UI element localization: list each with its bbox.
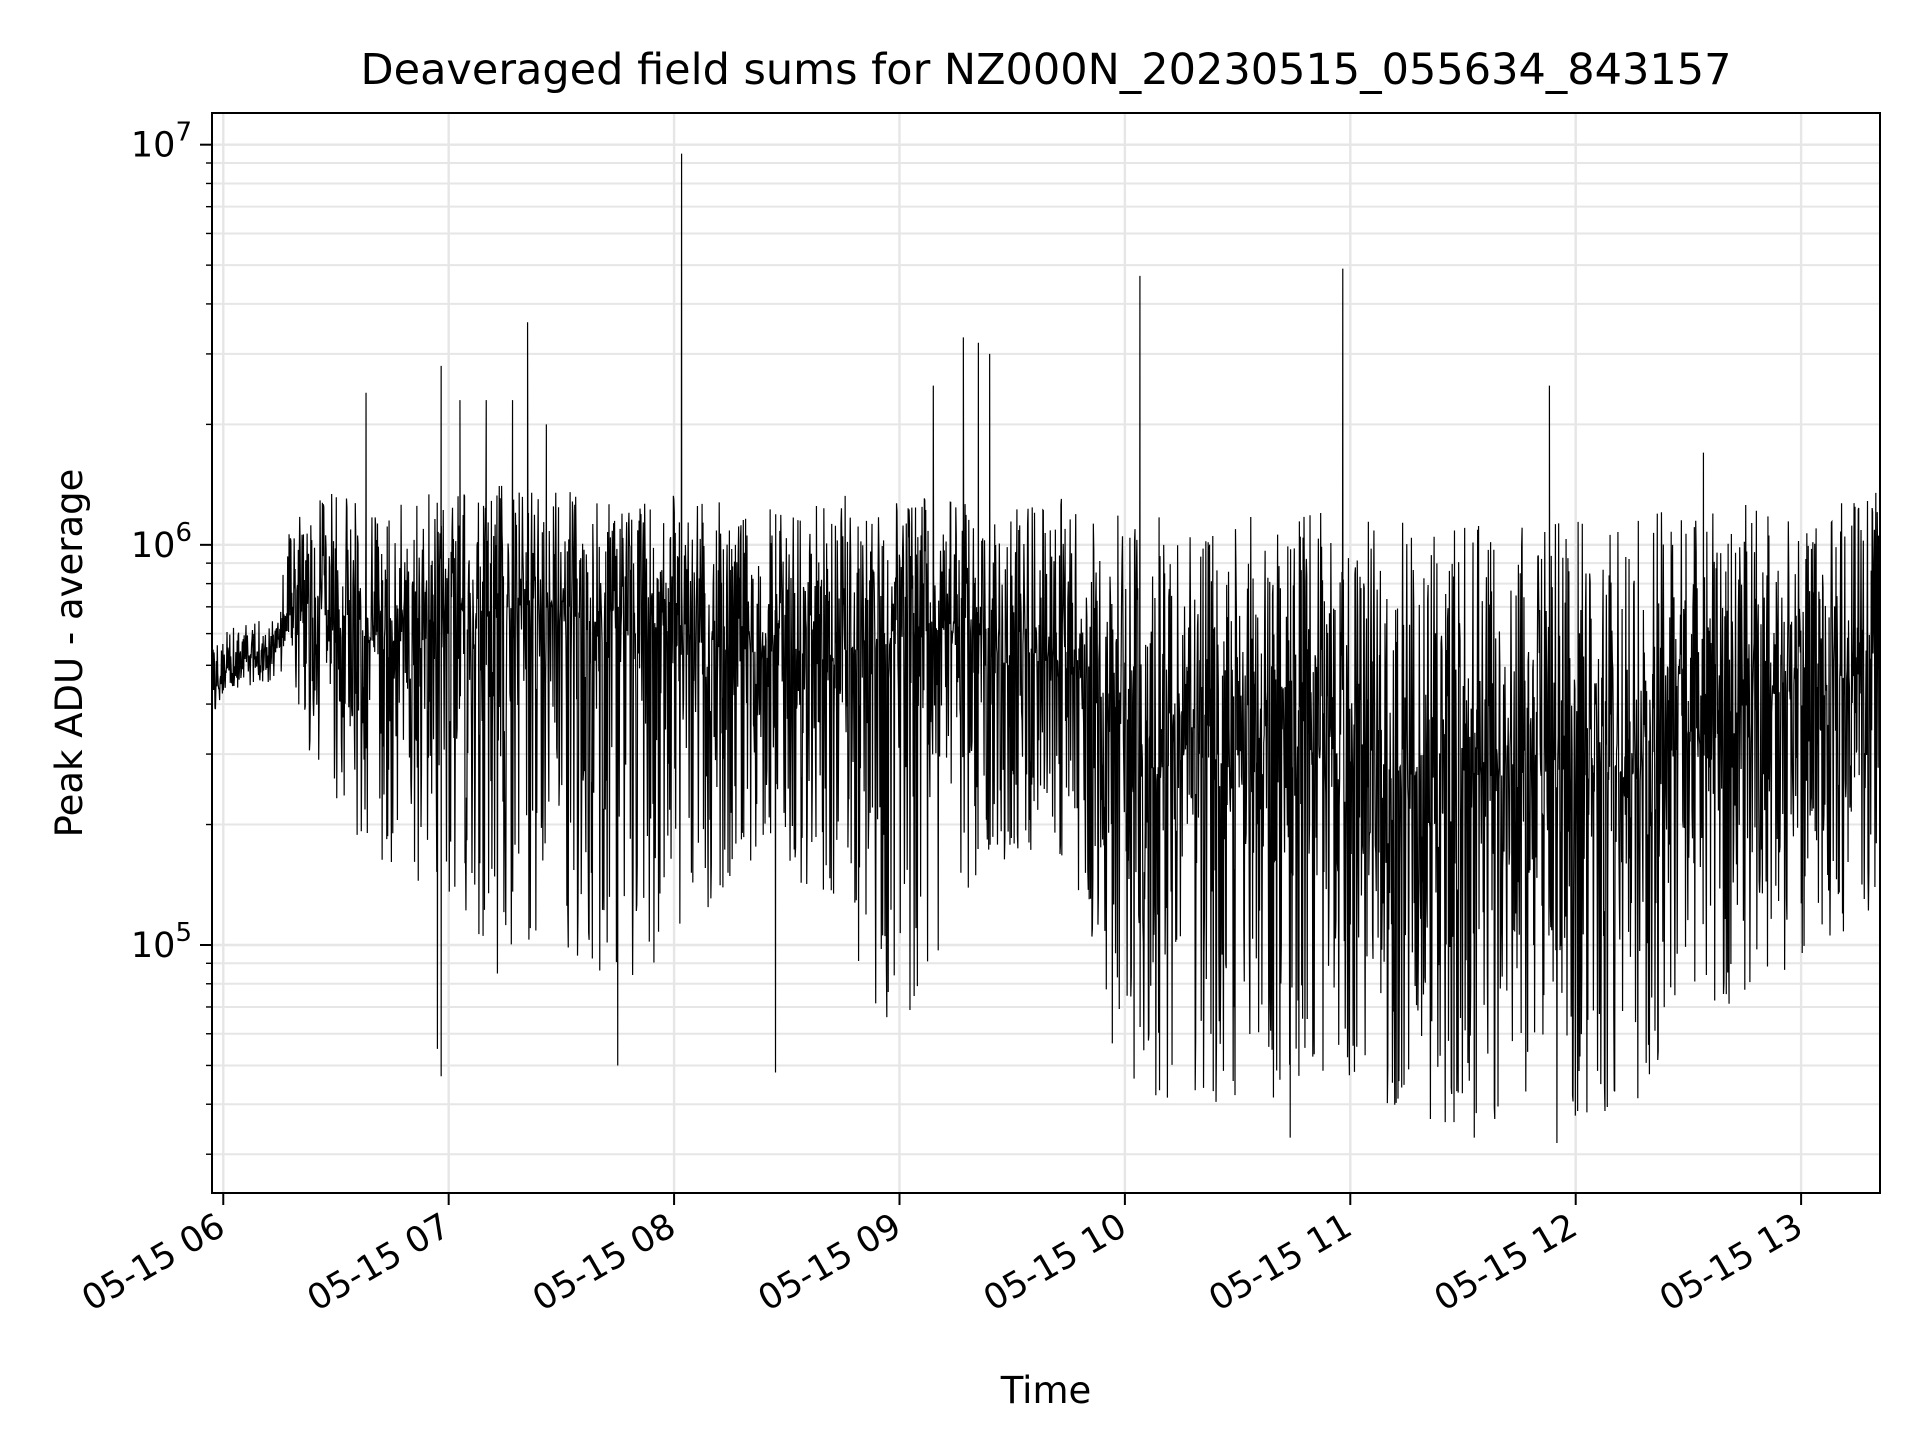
data-series [212, 153, 1881, 1144]
x-axis-label: Time [1000, 1369, 1092, 1412]
plot-frame [211, 112, 1881, 1194]
y-axis-label: Peak ADU - average [48, 469, 91, 838]
x-tick-label: 05-15 08 [526, 1206, 682, 1319]
y-tick-label: 106 [131, 518, 192, 566]
y-tick-label: 105 [131, 918, 192, 966]
chart-title: Deaveraged field sums for NZ000N_2023051… [361, 45, 1732, 95]
x-tick-label: 05-15 13 [1653, 1206, 1809, 1319]
y-tick-label: 107 [131, 118, 192, 166]
x-tick-label: 05-15 11 [1203, 1206, 1359, 1319]
x-tick-label: 05-15 10 [977, 1206, 1133, 1319]
x-tick-label: 05-15 06 [75, 1206, 231, 1319]
series-line [212, 153, 1881, 1144]
x-tick-label: 05-15 07 [301, 1206, 457, 1319]
x-tick-label: 05-15 12 [1428, 1206, 1584, 1319]
x-tick-label: 05-15 09 [752, 1206, 908, 1319]
